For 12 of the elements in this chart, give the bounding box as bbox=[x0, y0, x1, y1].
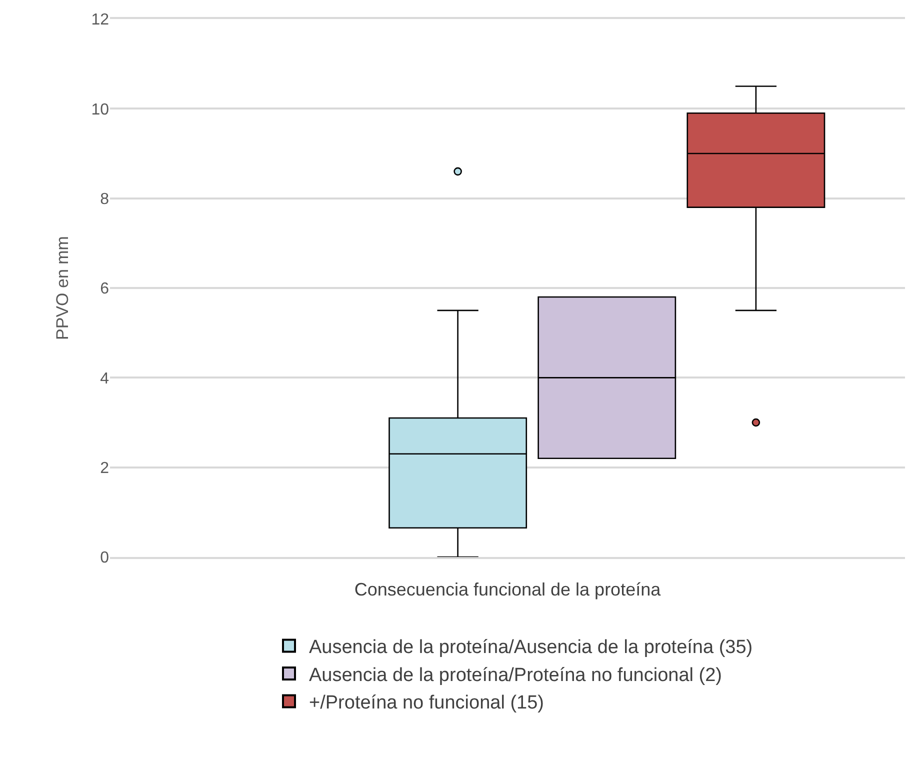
legend-label: Ausencia de la proteína/Ausencia de la proteína (35) bbox=[309, 637, 753, 658]
y-axis-title: PPVO en mm bbox=[52, 236, 72, 340]
y-tick-label: 6 bbox=[100, 280, 110, 298]
y-tick-label: 12 bbox=[91, 12, 110, 29]
y-tick-label: 0 bbox=[100, 550, 110, 567]
x-axis-title: Consecuencia funcional de la proteína bbox=[354, 579, 662, 600]
y-tick-label: 8 bbox=[100, 190, 110, 208]
y-tick-label: 10 bbox=[91, 101, 110, 118]
legend-label: +/Proteína no funcional (15) bbox=[309, 692, 544, 714]
y-tick-label: 2 bbox=[100, 460, 110, 477]
y-tick-label: 4 bbox=[100, 370, 110, 388]
legend-label: Ausencia de la proteína/Proteína no funcional (2) bbox=[309, 664, 722, 686]
